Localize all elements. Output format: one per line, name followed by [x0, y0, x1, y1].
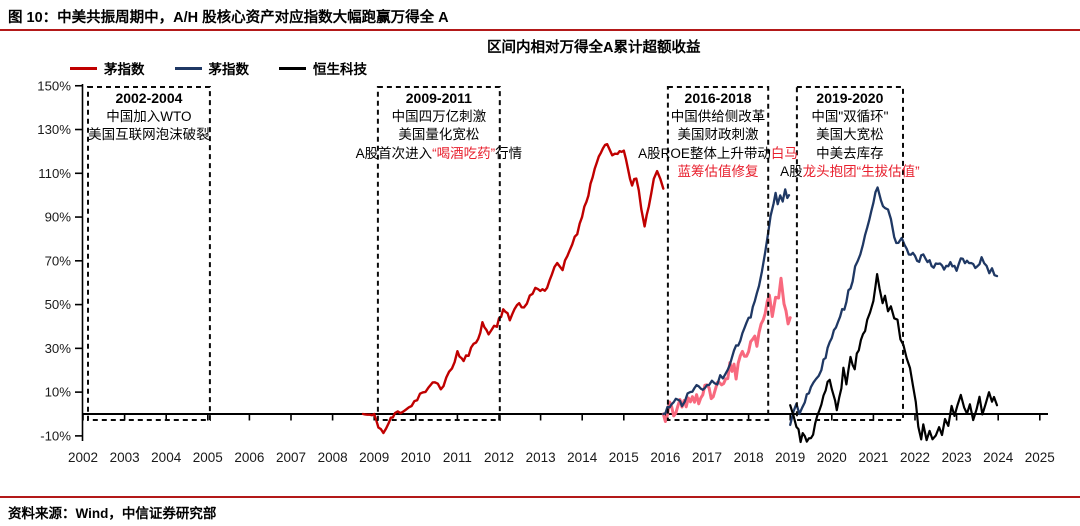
legend-item-2: 恒生科技 [279, 58, 367, 78]
legend-label: 茅指数 [104, 62, 145, 77]
series-mao-index-a-2016-2019 [661, 276, 792, 423]
series-hang-seng-tech-2019-2024 [789, 273, 999, 444]
source-note: 资料来源：Wind，中信证券研究部 [8, 506, 217, 521]
y-axis-label: 150% [37, 78, 71, 93]
x-axis-label: 2016 [650, 450, 680, 465]
legend-label: 恒生科技 [313, 62, 367, 77]
y-axis-label: 70% [45, 253, 72, 268]
x-axis-label: 2024 [983, 450, 1014, 465]
legend-line-swatch [174, 66, 202, 70]
x-axis-label: 2014 [567, 450, 598, 465]
chart-title: 区间内相对万得全A累计超额收益 [487, 40, 701, 56]
highlight-box-2016-2018 [666, 86, 770, 421]
highlight-box-2019-2020 [795, 86, 905, 421]
x-axis-label: 2018 [734, 450, 764, 465]
y-axis-label: 10% [45, 385, 72, 400]
x-axis-label: 2003 [110, 450, 140, 465]
x-axis-label: 2009 [359, 450, 389, 465]
y-axis-label: 50% [45, 297, 72, 312]
highlight-box-2009-2011 [376, 86, 501, 421]
x-axis-label: 2025 [1025, 450, 1055, 465]
series-mao-index-a-2009-2016 [361, 142, 665, 435]
source-divider [0, 496, 1080, 498]
x-axis-label: 2007 [276, 450, 306, 465]
x-axis-label: 2010 [401, 450, 431, 465]
legend-line-swatch [70, 66, 97, 70]
x-axis-label: 2006 [234, 450, 264, 465]
legend-item-1: 茅指数 [174, 58, 250, 78]
legend-line-swatch [279, 66, 306, 70]
series-mao-index-h-2016-2019 [662, 188, 791, 416]
figure-title: 图 10：中美共振周期中，A/H 股核心资产对应指数大幅跑赢万得全 A [8, 10, 449, 26]
y-axis-label: 30% [45, 341, 72, 356]
x-axis-label: 2012 [484, 450, 514, 465]
x-axis-label: 2013 [526, 450, 556, 465]
series-mao-index-h-2019-2024 [789, 186, 999, 427]
title-divider [0, 29, 1080, 31]
highlight-box-2002-2004 [87, 86, 211, 421]
x-axis-label: 2015 [609, 450, 639, 465]
x-axis-label: 2004 [151, 450, 182, 465]
x-axis-label: 2008 [318, 450, 348, 465]
x-axis-label: 2005 [193, 450, 223, 465]
y-axis-label: 90% [45, 210, 72, 225]
x-axis-label: 2022 [900, 450, 930, 465]
x-axis-label: 2021 [858, 450, 888, 465]
x-axis-label: 2011 [443, 450, 472, 465]
y-axis-label: -10% [40, 428, 71, 443]
y-axis-label: 110% [38, 166, 71, 181]
legend: 茅指数 茅指数 恒生科技 [70, 58, 397, 78]
legend-label: 茅指数 [208, 62, 250, 77]
x-axis-label: 2017 [692, 450, 722, 465]
legend-item-0: 茅指数 [70, 58, 145, 78]
x-axis-label: 2002 [68, 450, 98, 465]
x-axis-label: 2020 [817, 450, 847, 465]
x-axis-label: 2023 [942, 450, 972, 465]
x-axis-label: 2019 [775, 450, 805, 465]
y-axis-label: 130% [37, 122, 71, 137]
